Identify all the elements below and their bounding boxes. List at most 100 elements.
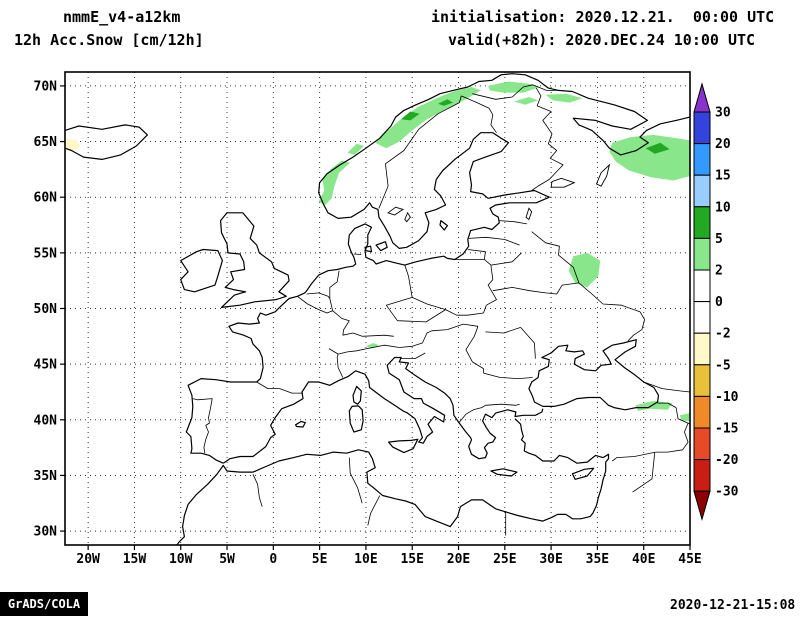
country-border: [378, 95, 462, 209]
country-border: [684, 422, 689, 443]
y-tick-label: 60N: [34, 191, 58, 206]
x-tick-label: 20W: [76, 552, 100, 567]
country-border: [342, 332, 363, 337]
colorbar-segment: [693, 364, 711, 397]
lake-outline: [404, 211, 411, 223]
colorbar-segment: [693, 395, 711, 429]
colorbar-segment: [693, 332, 711, 366]
country-border: [531, 231, 580, 284]
colorbar-label: -5: [715, 358, 731, 373]
country-border: [531, 87, 564, 191]
coastline: [185, 73, 691, 464]
x-tick-label: 25E: [493, 552, 516, 567]
coastline: [222, 356, 544, 464]
country-border: [485, 403, 520, 406]
colorbar-label: 0: [715, 295, 723, 310]
coastline: [295, 420, 306, 428]
country-border: [348, 457, 363, 504]
country-border: [329, 270, 350, 336]
country-border: [468, 236, 520, 246]
lake-outline: [525, 207, 533, 221]
coastline: [571, 467, 595, 480]
x-tick-label: 10E: [354, 552, 377, 567]
colorbar-segment: [693, 111, 711, 145]
coastline: [528, 339, 660, 411]
country-border: [643, 381, 691, 393]
x-tick-label: 15E: [400, 552, 423, 567]
snow-shading: [545, 93, 583, 103]
x-tick-label: 5W: [219, 552, 235, 567]
colorbar-segment: [693, 269, 711, 303]
country-border: [461, 95, 497, 133]
country-border: [657, 402, 677, 408]
coastline: [348, 405, 364, 433]
snow-shading: [635, 400, 673, 411]
snow-shading: [609, 134, 690, 181]
snow-shading: [488, 81, 540, 93]
country-border: [484, 252, 522, 266]
country-border: [611, 451, 656, 462]
coastline: [364, 245, 373, 253]
snow-shading: [318, 160, 351, 205]
coastline: [490, 468, 518, 477]
coastline: [64, 124, 148, 160]
y-tick-label: 70N: [34, 79, 58, 94]
country-border: [422, 323, 479, 344]
y-tick-label: 65N: [34, 135, 58, 150]
snow-shading: [375, 87, 481, 149]
colorbar-label: 15: [715, 169, 731, 184]
valid-time-label: valid(+82h): 2020.DEC.24 10:00 UTC: [448, 31, 756, 49]
colorbar-label: 2: [715, 264, 723, 279]
country-border: [520, 327, 536, 359]
country-border: [362, 334, 394, 337]
country-border: [385, 297, 446, 323]
y-tick-label: 45N: [34, 358, 58, 373]
country-border: [256, 381, 303, 394]
coastline: [176, 418, 610, 546]
coastline: [375, 241, 388, 252]
country-border: [367, 495, 381, 526]
colorbar-label: -2: [715, 327, 731, 342]
coastline: [352, 385, 362, 405]
country-border: [445, 309, 484, 316]
country-border: [336, 353, 344, 378]
country-border: [328, 348, 339, 355]
country-border: [492, 282, 579, 295]
colorbar-segment: [693, 427, 711, 461]
country-border: [458, 404, 486, 424]
colorbar-segment: [693, 459, 711, 492]
colorbar-arrow-bottom: [693, 490, 711, 522]
snow-shading: [347, 143, 365, 155]
country-border: [632, 452, 656, 493]
y-tick-label: 30N: [34, 525, 58, 540]
colorbar-label: -15: [715, 422, 738, 437]
country-border: [366, 344, 400, 349]
x-tick-label: 5E: [312, 552, 328, 567]
country-border: [578, 282, 645, 342]
colorbar-segment: [693, 301, 711, 334]
colorbar-label: -10: [715, 390, 739, 405]
x-tick-label: 45E: [678, 552, 701, 567]
x-tick-label: 20E: [447, 552, 470, 567]
init-time-label: initialisation: 2020.12.21. 00:00 UTC: [431, 8, 775, 26]
snow-shading: [514, 97, 539, 105]
x-tick-label: 10W: [169, 552, 193, 567]
colorbar-segment: [693, 143, 711, 176]
y-tick-label: 55N: [34, 246, 58, 261]
coastline: [439, 220, 448, 231]
coastline: [388, 438, 419, 454]
country-border: [404, 264, 413, 298]
country-border: [675, 407, 691, 425]
lake-outline: [595, 163, 611, 187]
country-border: [483, 265, 497, 314]
lake-outline: [387, 206, 405, 216]
snow-shading: [438, 99, 453, 106]
y-tick-label: 50N: [34, 302, 58, 317]
snow-shading: [365, 343, 379, 349]
snow-shading: [401, 111, 420, 121]
country-border: [655, 441, 689, 453]
country-border: [485, 327, 521, 334]
country-border: [252, 474, 263, 507]
